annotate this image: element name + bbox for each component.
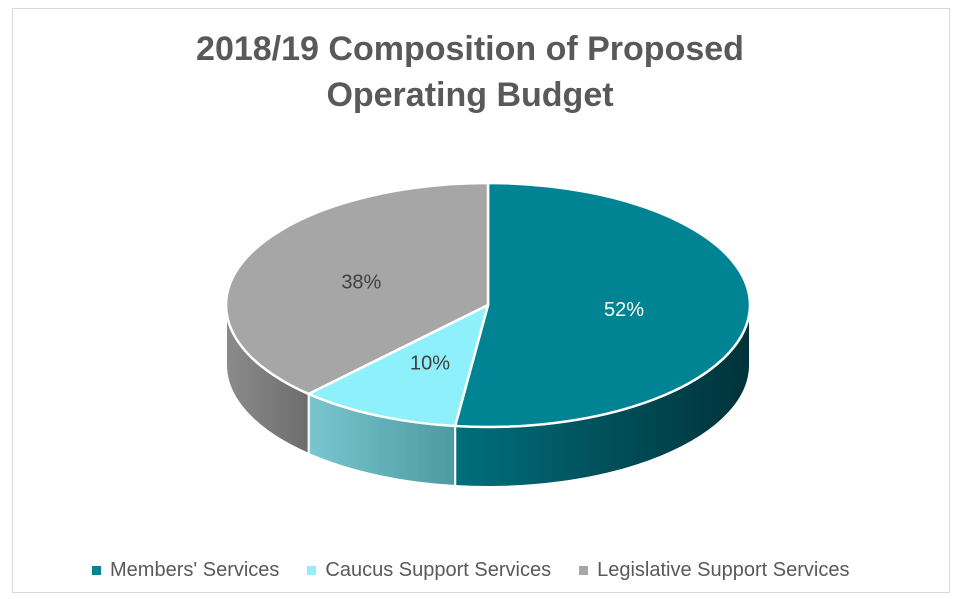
chart-title: 2018/19 Composition of Proposed Operatin… bbox=[196, 30, 744, 114]
legend-swatch bbox=[307, 565, 317, 575]
legend-label: Members' Services bbox=[110, 558, 280, 581]
legend-swatch bbox=[92, 565, 101, 575]
legend-item-caucus-support-services: Caucus Support Services bbox=[307, 559, 551, 582]
legend: Members' Services Caucus Support Services… bbox=[92, 556, 849, 584]
legend-label: Caucus Support Services bbox=[325, 558, 552, 581]
slice-caucus-support-services bbox=[307, 303, 490, 428]
legend-item-legislative-support-services: Legislative Support Services bbox=[579, 559, 849, 582]
slice-legislative-support-services bbox=[224, 181, 490, 396]
legend-swatch bbox=[579, 565, 589, 575]
data-label-caucus-support-services: 10% bbox=[410, 352, 450, 374]
slice-members-services bbox=[453, 181, 752, 429]
legend-label: Legislative Support Services bbox=[597, 558, 850, 581]
legend-item-members-services: Members' Services bbox=[92, 559, 279, 582]
data-label-legislative-support-services: 38% bbox=[341, 272, 381, 294]
data-label-members-services: 52% bbox=[604, 299, 644, 321]
